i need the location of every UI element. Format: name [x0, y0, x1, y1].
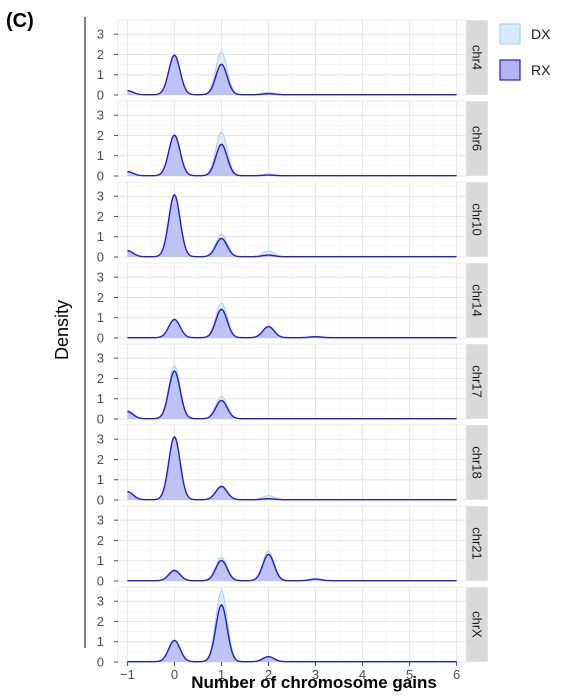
facet-strip-label: chr21	[470, 527, 485, 560]
y-tick-label: 1	[97, 148, 104, 163]
y-tick-label: 1	[97, 634, 104, 649]
x-tick-label: −1	[120, 667, 135, 682]
y-tick-label: 1	[97, 310, 104, 325]
y-tick-label: 3	[97, 270, 104, 285]
density-line-RX-chr21	[127, 553, 457, 582]
facet-strip-label: chr14	[470, 284, 485, 317]
y-tick-label: 2	[97, 452, 104, 467]
facet-panel-chr18: 0 1 2 3 chr18	[97, 424, 489, 508]
y-tick-label: 3	[97, 594, 104, 609]
x-tick-label: 2	[265, 667, 272, 682]
y-tick-label: 2	[97, 209, 104, 224]
density-line-RX-chr10	[127, 193, 457, 258]
x-tick-label: 4	[359, 667, 366, 682]
y-tick-label: 0	[97, 574, 104, 589]
legend-label-RX: RX	[531, 62, 551, 78]
y-tick-label: 3	[97, 513, 104, 528]
y-tick-label: 3	[97, 351, 104, 366]
facet-panel-chr21: 0 1 2 3 chr21	[97, 505, 489, 589]
y-axis-title: Density	[52, 300, 72, 360]
y-tick-label: 0	[97, 331, 104, 346]
facet-strip	[465, 181, 489, 258]
y-tick-label: 2	[97, 614, 104, 629]
y-tick-label: 2	[97, 128, 104, 143]
x-tick-label: 6	[453, 667, 460, 682]
x-axis: −1 0 1 2 3 4 5 6	[120, 662, 460, 682]
density-line-RX-chr4	[127, 54, 457, 96]
density-line-RX-chr14	[127, 308, 457, 339]
facet-strip	[465, 586, 489, 663]
y-tick-label: 3	[97, 432, 104, 447]
y-tick-label: 1	[97, 472, 104, 487]
panel-label: (C)	[6, 10, 34, 32]
facet-strip	[465, 424, 489, 501]
density-line-RX-chr18	[127, 435, 457, 501]
y-tick-label: 0	[97, 250, 104, 265]
y-tick-label: 1	[97, 67, 104, 82]
facet-strip-label: chr17	[470, 365, 485, 398]
facet-panels: 0 1 2 3 chr4 0 1 2 3 chr6 0 1 2 3 chr10 0 1 2 3 chr14 0 1 2 3 ch…	[97, 19, 489, 670]
facet-panel-chrX: 0 1 2 3 chrX	[97, 586, 489, 670]
y-tick-label: 1	[97, 391, 104, 406]
y-tick-label: 0	[97, 88, 104, 103]
y-tick-label: 3	[97, 108, 104, 123]
y-tick-label: 2	[97, 533, 104, 548]
y-tick-label: 0	[97, 169, 104, 184]
facet-panel-chr10: 0 1 2 3 chr10	[97, 181, 489, 265]
y-tick-label: 2	[97, 290, 104, 305]
density-line-RX-chr6	[127, 134, 457, 177]
x-tick-label: 1	[218, 667, 225, 682]
facet-strip-label: chr4	[470, 45, 485, 70]
density-line-RX-chr17	[127, 370, 457, 420]
x-tick-label: 3	[312, 667, 319, 682]
x-tick-label: 5	[406, 667, 413, 682]
y-tick-label: 3	[97, 27, 104, 42]
facet-strip-label: chr6	[470, 126, 485, 151]
facet-panel-chr4: 0 1 2 3 chr4	[97, 19, 489, 103]
y-tick-label: 1	[97, 553, 104, 568]
facet-strip	[465, 505, 489, 582]
y-tick-label: 1	[97, 229, 104, 244]
facet-strip	[465, 343, 489, 420]
x-axis-title: Number of chromosome gains	[191, 673, 437, 692]
y-tick-label: 3	[97, 189, 104, 204]
facet-strip-label: chr10	[470, 203, 485, 236]
y-tick-label: 2	[97, 47, 104, 62]
legend: DX RX	[499, 23, 551, 81]
facet-panel-chr17: 0 1 2 3 chr17	[97, 343, 489, 427]
facet-panel-chr6: 0 1 2 3 chr6	[97, 100, 489, 184]
y-tick-label: 0	[97, 655, 104, 670]
legend-swatch-RX	[499, 59, 521, 81]
facet-strip-label: chrX	[470, 611, 485, 638]
legend-label-DX: DX	[531, 26, 551, 42]
x-tick-label: 0	[171, 667, 178, 682]
facet-panel-chr14: 0 1 2 3 chr14	[97, 262, 489, 346]
y-tick-label: 0	[97, 493, 104, 508]
facet-strip	[465, 19, 489, 96]
y-tick-label: 0	[97, 412, 104, 427]
legend-swatch-DX	[499, 23, 521, 45]
y-tick-label: 2	[97, 371, 104, 386]
facet-strip	[465, 100, 489, 177]
density-line-RX-chrX	[127, 604, 457, 663]
facet-strip-label: chr18	[470, 446, 485, 479]
facet-strip	[465, 262, 489, 339]
